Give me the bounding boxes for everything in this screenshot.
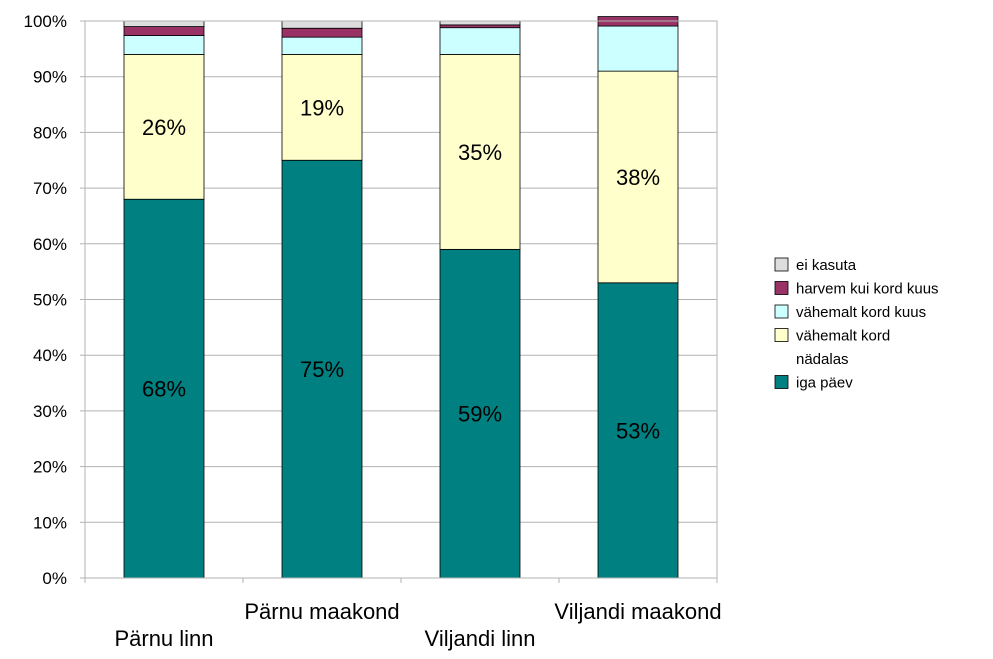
y-tick-label: 60% — [33, 235, 67, 254]
x-category-label: Viljandi linn — [425, 626, 536, 651]
y-tick-labels: 0% 10% 20% 30% 40% 50% 60% 70% 80% 90% 100% — [24, 12, 67, 588]
legend-swatch — [774, 304, 789, 319]
data-labels: 68% 26% 75% 19% 59% 35% 53% 38% — [142, 95, 660, 443]
y-tick-label: 80% — [33, 123, 67, 142]
data-label: 68% — [142, 377, 186, 402]
data-label: 35% — [458, 140, 502, 165]
bar-segment — [597, 282, 679, 579]
legend-swatch — [774, 328, 789, 342]
bar-segment — [439, 20, 521, 26]
bar-segment — [123, 26, 205, 36]
legend-label: ei kasuta — [796, 257, 857, 274]
bar-segment — [281, 54, 363, 161]
y-tick-label: 20% — [33, 458, 67, 477]
bar-segment — [281, 27, 363, 38]
bar-segment — [123, 20, 205, 27]
bar-segment — [281, 20, 363, 29]
bar-segment — [597, 25, 679, 72]
bar-segment — [439, 24, 521, 29]
bar-segment — [123, 35, 205, 55]
data-label: 26% — [142, 115, 186, 140]
y-tick-label: 0% — [42, 569, 67, 588]
legend-label: vähemalt kord — [796, 328, 890, 345]
legend-label: harvem kui kord kuus — [796, 281, 939, 298]
y-tick-label: 40% — [33, 346, 67, 365]
legend-label: iga päev — [796, 375, 853, 392]
x-category-label: Pärnu maakond — [244, 599, 399, 624]
legend-swatch — [774, 257, 789, 272]
bar-segment — [281, 36, 363, 55]
bar-segment — [123, 198, 205, 579]
y-tick-label: 70% — [33, 179, 67, 198]
bar-segment — [597, 70, 679, 284]
data-label: 19% — [300, 95, 344, 120]
x-category-label: Pärnu linn — [114, 626, 213, 651]
data-label: 59% — [458, 402, 502, 427]
y-tick-label: 30% — [33, 402, 67, 421]
legend-label: vähemalt kord kuus — [796, 304, 926, 321]
bar-segment — [123, 54, 205, 200]
y-tick-label: 10% — [33, 513, 67, 532]
y-tick-label: 90% — [33, 68, 67, 87]
y-tick-label: 50% — [33, 291, 67, 310]
bar-segment — [439, 248, 521, 579]
y-tick-label: 100% — [24, 12, 67, 31]
bars — [123, 16, 679, 579]
bar-segment — [281, 159, 363, 579]
data-label: 75% — [300, 357, 344, 382]
data-label: 38% — [616, 165, 660, 190]
axes — [80, 20, 718, 583]
x-category-labels: Pärnu linn Pärnu maakond Viljandi linn Vilj… — [114, 599, 721, 651]
bar-segment — [439, 27, 521, 55]
legend-swatch — [774, 375, 789, 389]
legend: ei kasuta harvem kui kord kuus vähemalt ko… — [774, 257, 939, 392]
x-category-label: Viljandi maakond — [554, 599, 721, 624]
bar-segment — [439, 54, 521, 250]
legend-label: nädalas — [796, 351, 849, 368]
data-label: 53% — [616, 418, 660, 443]
legend-swatch — [774, 281, 789, 295]
